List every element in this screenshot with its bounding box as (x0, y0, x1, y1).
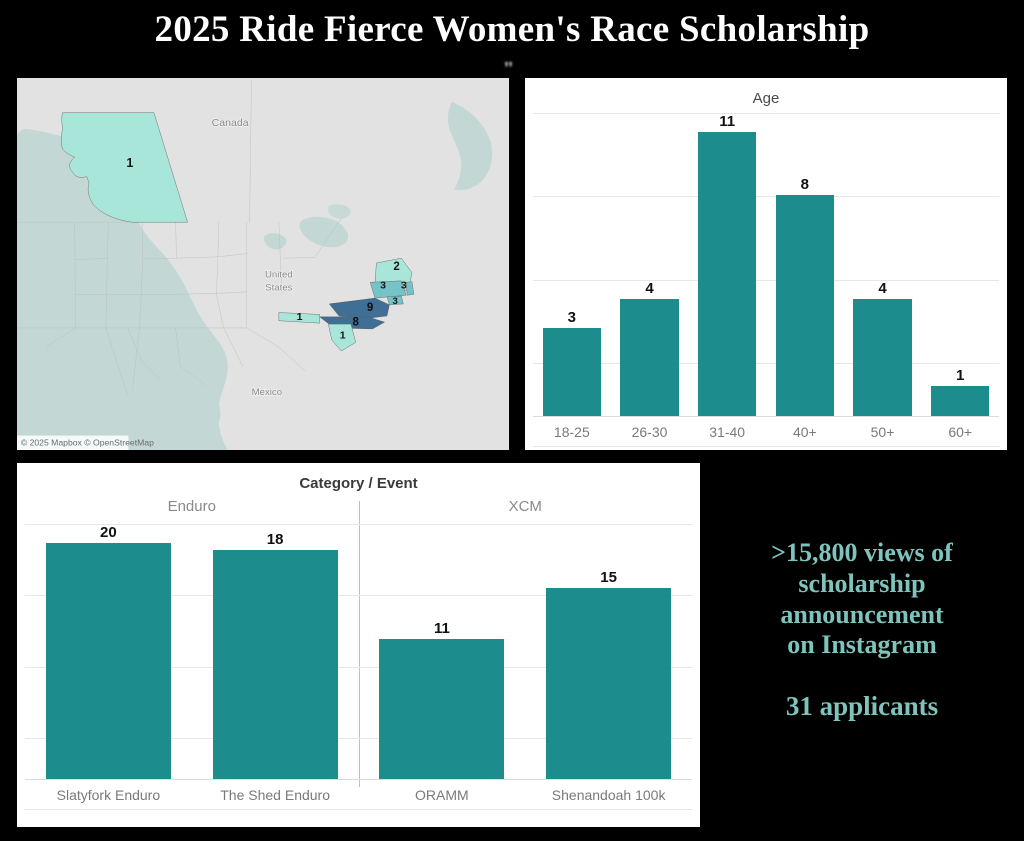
svg-text:1: 1 (297, 311, 303, 323)
svg-text:United: United (265, 269, 293, 280)
svg-text:1: 1 (340, 329, 346, 341)
svg-text:Canada: Canada (212, 117, 249, 129)
svg-text:1: 1 (126, 156, 133, 170)
svg-text:8: 8 (353, 317, 360, 329)
svg-text:Mexico: Mexico (252, 387, 282, 398)
svg-text:3: 3 (392, 296, 397, 307)
svg-text:9: 9 (367, 302, 373, 314)
svg-text:3: 3 (380, 280, 386, 292)
svg-text:2: 2 (393, 261, 399, 273)
svg-text:States: States (265, 282, 292, 293)
svg-text:3: 3 (401, 280, 407, 292)
svg-text:© 2025 Mapbox © OpenStreetMap: © 2025 Mapbox © OpenStreetMap (21, 438, 154, 448)
